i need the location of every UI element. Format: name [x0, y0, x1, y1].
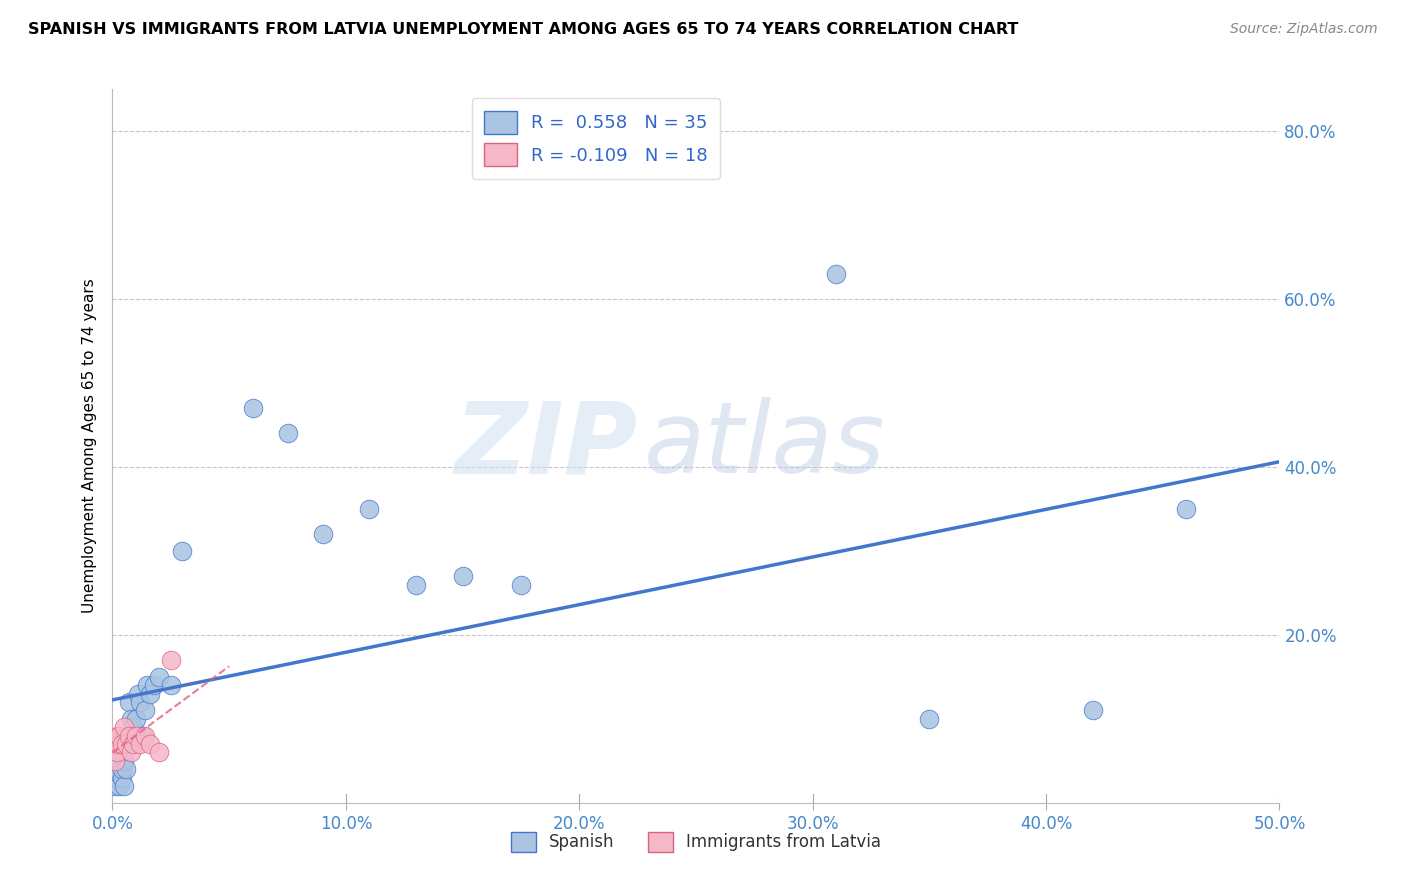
Point [242, 401, 264, 416]
Point [1081, 703, 1104, 717]
Point [160, 653, 183, 667]
Point [120, 712, 142, 726]
Point [115, 762, 138, 776]
Point [134, 703, 156, 717]
Point [111, 762, 134, 776]
Point [405, 577, 427, 591]
Point [129, 737, 152, 751]
Point [120, 746, 142, 760]
Point [112, 779, 135, 793]
Point [108, 729, 131, 743]
Point [132, 729, 155, 743]
Point [825, 267, 848, 281]
Point [108, 737, 131, 751]
Point [136, 678, 159, 692]
Point [359, 502, 381, 516]
Point [276, 426, 298, 441]
Point [451, 569, 474, 583]
Point [115, 737, 138, 751]
Point [134, 729, 156, 743]
Point [122, 720, 145, 734]
Point [143, 678, 166, 692]
Point [129, 695, 152, 709]
Point [108, 754, 131, 768]
Point [139, 737, 162, 751]
Point [918, 712, 941, 726]
Text: ZIP: ZIP [454, 398, 638, 494]
Point [125, 729, 148, 743]
Point [111, 737, 134, 751]
Point [104, 754, 127, 768]
Point [139, 687, 162, 701]
Point [160, 678, 183, 692]
Point [127, 687, 149, 701]
Text: SPANISH VS IMMIGRANTS FROM LATVIA UNEMPLOYMENT AMONG AGES 65 TO 74 YEARS CORRELA: SPANISH VS IMMIGRANTS FROM LATVIA UNEMPL… [28, 22, 1018, 37]
Point [104, 737, 127, 751]
Y-axis label: Unemployment Among Ages 65 to 74 years: Unemployment Among Ages 65 to 74 years [82, 278, 97, 614]
Point [118, 729, 141, 743]
Point [509, 577, 531, 591]
Point [108, 779, 131, 793]
Point [105, 762, 128, 776]
Point [105, 729, 128, 743]
Text: atlas: atlas [644, 398, 886, 494]
Point [118, 695, 141, 709]
Point [148, 746, 170, 760]
Point [111, 771, 134, 785]
Point [172, 544, 194, 558]
Point [112, 720, 135, 734]
Legend: Spanish, Immigrants from Latvia: Spanish, Immigrants from Latvia [505, 825, 887, 859]
Text: Source: ZipAtlas.com: Source: ZipAtlas.com [1230, 22, 1378, 37]
Point [1175, 502, 1198, 516]
Point [105, 771, 128, 785]
Point [148, 670, 170, 684]
Point [122, 737, 145, 751]
Point [112, 754, 135, 768]
Point [105, 746, 128, 760]
Point [125, 712, 148, 726]
Point [311, 527, 333, 541]
Point [104, 779, 127, 793]
